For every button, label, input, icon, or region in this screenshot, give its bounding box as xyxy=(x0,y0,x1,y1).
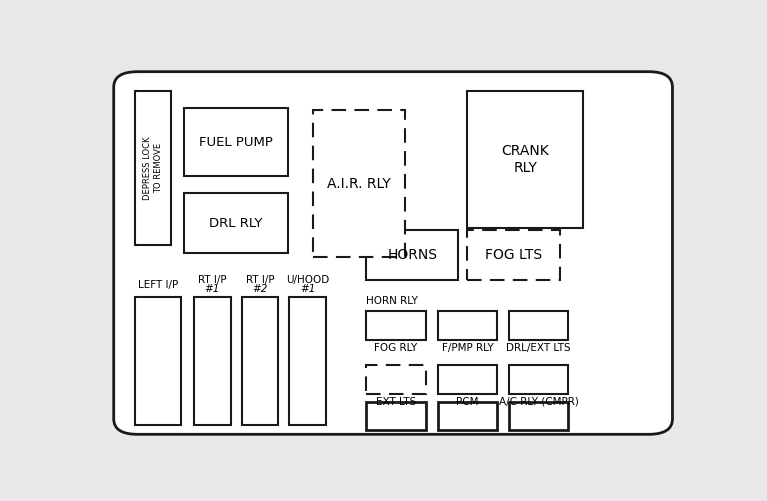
FancyBboxPatch shape xyxy=(114,72,673,434)
Bar xyxy=(509,401,568,430)
Text: LEFT I/P: LEFT I/P xyxy=(137,280,178,290)
Text: HORN RLY: HORN RLY xyxy=(367,296,418,306)
Bar xyxy=(467,91,584,228)
Text: EXT LTS: EXT LTS xyxy=(376,396,416,406)
Bar xyxy=(367,401,426,430)
Bar xyxy=(509,365,568,394)
Text: A.I.R. RLY: A.I.R. RLY xyxy=(327,176,390,190)
Text: A/C RLY (CMPR): A/C RLY (CMPR) xyxy=(499,396,578,406)
Bar xyxy=(467,230,560,280)
Text: FUEL PUMP: FUEL PUMP xyxy=(199,136,273,149)
Bar xyxy=(313,110,405,257)
Bar xyxy=(367,365,426,394)
Bar xyxy=(289,298,326,425)
Text: RT I/P: RT I/P xyxy=(245,275,275,285)
Text: CRANK
RLY: CRANK RLY xyxy=(502,144,549,174)
Bar xyxy=(194,298,231,425)
Bar xyxy=(242,298,278,425)
Text: #1: #1 xyxy=(205,284,220,294)
Bar xyxy=(184,108,288,176)
Text: F/PMP RLY: F/PMP RLY xyxy=(442,343,493,353)
Text: DEPRESS LOCK
TO REMOVE: DEPRESS LOCK TO REMOVE xyxy=(143,136,163,200)
Text: FOG LTS: FOG LTS xyxy=(485,248,542,262)
Bar xyxy=(184,193,288,253)
Text: PCM: PCM xyxy=(456,396,479,406)
Text: DRL RLY: DRL RLY xyxy=(209,216,262,229)
Bar xyxy=(438,365,497,394)
Text: U/HOOD: U/HOOD xyxy=(286,275,329,285)
Bar xyxy=(509,311,568,340)
Text: HORNS: HORNS xyxy=(387,248,437,262)
Bar xyxy=(438,401,497,430)
Bar xyxy=(134,298,181,425)
Text: RT I/P: RT I/P xyxy=(198,275,227,285)
Text: FOG RLY: FOG RLY xyxy=(374,343,418,353)
Bar xyxy=(134,91,171,245)
Text: #1: #1 xyxy=(300,284,315,294)
Bar xyxy=(367,311,426,340)
Bar xyxy=(367,230,459,280)
Bar xyxy=(438,311,497,340)
Text: DRL/EXT LTS: DRL/EXT LTS xyxy=(506,343,571,353)
Text: #2: #2 xyxy=(252,284,268,294)
